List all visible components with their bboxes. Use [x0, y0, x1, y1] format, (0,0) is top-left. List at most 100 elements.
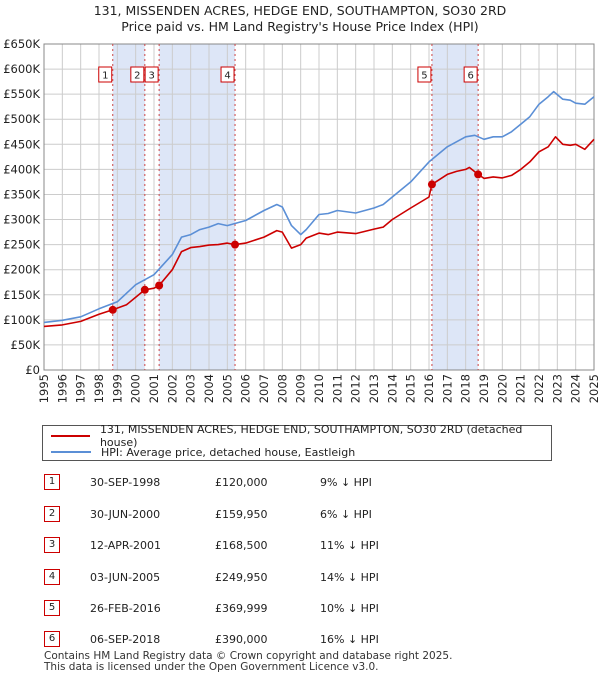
- sale-number-label: 5: [421, 71, 427, 82]
- sale-price: £159,950: [215, 508, 268, 521]
- x-tick-label: 2004: [202, 374, 216, 403]
- y-tick-label: £0: [25, 363, 40, 377]
- sale-hpi: 6% ↓ HPI: [320, 508, 372, 521]
- legend-swatch-hpi: [51, 451, 91, 453]
- x-tick-label: 1997: [74, 374, 88, 403]
- x-tick-label: 2022: [532, 374, 546, 403]
- x-tick-label: 1998: [92, 374, 106, 403]
- table-row: 2 30-JUN-2000 £159,950 6% ↓ HPI: [0, 502, 600, 526]
- sale-date: 26-FEB-2016: [90, 602, 161, 615]
- y-tick-label: £450K: [3, 137, 40, 151]
- sale-hpi: 11% ↓ HPI: [320, 539, 379, 552]
- x-tick-label: 2002: [165, 374, 179, 403]
- y-tick-label: £100K: [3, 313, 40, 327]
- table-row: 6 06-SEP-2018 £390,000 16% ↓ HPI: [0, 627, 600, 651]
- footer-attribution: Contains HM Land Registry data © Crown c…: [44, 651, 452, 673]
- table-row: 5 26-FEB-2016 £369,999 10% ↓ HPI: [0, 596, 600, 620]
- sale-date: 06-SEP-2018: [90, 633, 161, 646]
- sale-badge: 3: [44, 537, 60, 553]
- y-tick-label: £150K: [3, 288, 40, 302]
- x-tick-label: 1996: [55, 374, 69, 403]
- y-tick-label: £400K: [3, 162, 40, 176]
- sale-point: [231, 240, 240, 249]
- x-tick-label: 2019: [477, 374, 491, 403]
- x-tick-label: 2024: [569, 374, 583, 403]
- sale-number-label: 4: [224, 71, 230, 82]
- sale-badge: 5: [44, 600, 60, 616]
- legend-label-hpi: HPI: Average price, detached house, East…: [101, 445, 356, 459]
- y-tick-label: £300K: [3, 213, 40, 227]
- sale-hpi: 10% ↓ HPI: [320, 602, 379, 615]
- sale-price: £168,500: [215, 539, 268, 552]
- x-tick-label: 2017: [440, 374, 454, 403]
- sale-price: £369,999: [215, 602, 268, 615]
- shaded-period: [159, 44, 236, 370]
- sale-date: 30-JUN-2000: [90, 508, 161, 521]
- sale-hpi: 16% ↓ HPI: [320, 633, 379, 646]
- shaded-period: [431, 44, 479, 370]
- x-tick-label: 2013: [367, 374, 381, 403]
- x-tick-label: 2009: [294, 374, 308, 403]
- x-tick-label: 2012: [349, 374, 363, 403]
- chart-subtitle: Price paid vs. HM Land Registry's House …: [121, 19, 479, 34]
- sale-number-label: 3: [148, 71, 154, 82]
- x-tick-label: 2003: [184, 374, 198, 403]
- table-row: 1 30-SEP-1998 £120,000 9% ↓ HPI: [0, 470, 600, 494]
- chart-legend: 131, MISSENDEN ACRES, HEDGE END, SOUTHAM…: [42, 423, 552, 461]
- table-row: 3 12-APR-2001 £168,500 11% ↓ HPI: [0, 533, 600, 557]
- sale-number-box: [463, 66, 478, 83]
- x-tick-label: 1995: [37, 374, 51, 403]
- price-chart: £0 £50K £100K £150K £200K £250K £300K £350K £400…: [3, 37, 600, 403]
- sale-number-box: [220, 66, 235, 83]
- legend-label-property: 131, MISSENDEN ACRES, HEDGE END, SOUTHAM…: [99, 423, 523, 449]
- footer-line-2: This data is licensed under the Open Gov…: [44, 661, 379, 673]
- sale-number-box: [98, 66, 113, 83]
- y-tick-label: £650K: [3, 37, 40, 51]
- y-tick-label: £50K: [11, 338, 41, 352]
- x-tick-label: 2021: [514, 374, 528, 403]
- y-tick-label: £250K: [3, 238, 40, 252]
- sale-price: £120,000: [215, 476, 268, 489]
- sale-number-label: 6: [467, 71, 473, 82]
- footer-line-1: Contains HM Land Registry data © Crown c…: [44, 650, 453, 662]
- legend-item-hpi: HPI: Average price, detached house, East…: [51, 444, 355, 460]
- sale-number-label: 1: [102, 71, 108, 82]
- x-tick-label: 1999: [110, 374, 124, 403]
- x-tick-label: 2006: [239, 374, 253, 403]
- sale-point: [155, 281, 164, 290]
- x-tick-label: 2023: [550, 374, 564, 403]
- hpi-line: [43, 90, 595, 324]
- sale-badge: 4: [44, 569, 60, 585]
- sale-price: £249,950: [215, 571, 268, 584]
- x-tick-label: 2016: [422, 374, 436, 403]
- x-tick-label: 2010: [312, 374, 326, 403]
- sale-badge: 6: [44, 631, 60, 647]
- x-tick-label: 2015: [404, 374, 418, 403]
- x-tick-label: 2025: [587, 374, 600, 403]
- sale-price: £390,000: [215, 633, 268, 646]
- sale-point: [427, 180, 436, 189]
- x-tick-label: 2014: [385, 374, 399, 403]
- legend-item-property: 131, MISSENDEN ACRES, HEDGE END, SOUTHAM…: [51, 423, 551, 449]
- y-tick-label: £600K: [3, 62, 40, 76]
- sale-number-box: [130, 66, 145, 83]
- sale-number-box: [417, 66, 432, 83]
- sale-badge: 2: [44, 506, 60, 522]
- sale-hpi: 14% ↓ HPI: [320, 571, 379, 584]
- x-tick-label: 2007: [257, 374, 271, 403]
- y-tick-label: £550K: [3, 87, 40, 101]
- legend-swatch-property: [51, 435, 90, 437]
- x-tick-label: 2001: [147, 374, 161, 403]
- sale-date: 03-JUN-2005: [90, 571, 161, 584]
- x-tick-label: 2018: [459, 374, 473, 403]
- chart-title: 131, MISSENDEN ACRES, HEDGE END, SOUTHAM…: [93, 3, 507, 18]
- x-tick-label: 2000: [129, 374, 143, 403]
- sale-point: [474, 170, 483, 179]
- x-tick-label: 2008: [275, 374, 289, 403]
- sale-point: [140, 285, 149, 294]
- table-row: 4 03-JUN-2005 £249,950 14% ↓ HPI: [0, 565, 600, 589]
- shaded-period: [112, 44, 145, 370]
- x-tick-label: 2020: [495, 374, 509, 403]
- y-tick-label: £200K: [3, 263, 40, 277]
- sale-hpi: 9% ↓ HPI: [320, 476, 372, 489]
